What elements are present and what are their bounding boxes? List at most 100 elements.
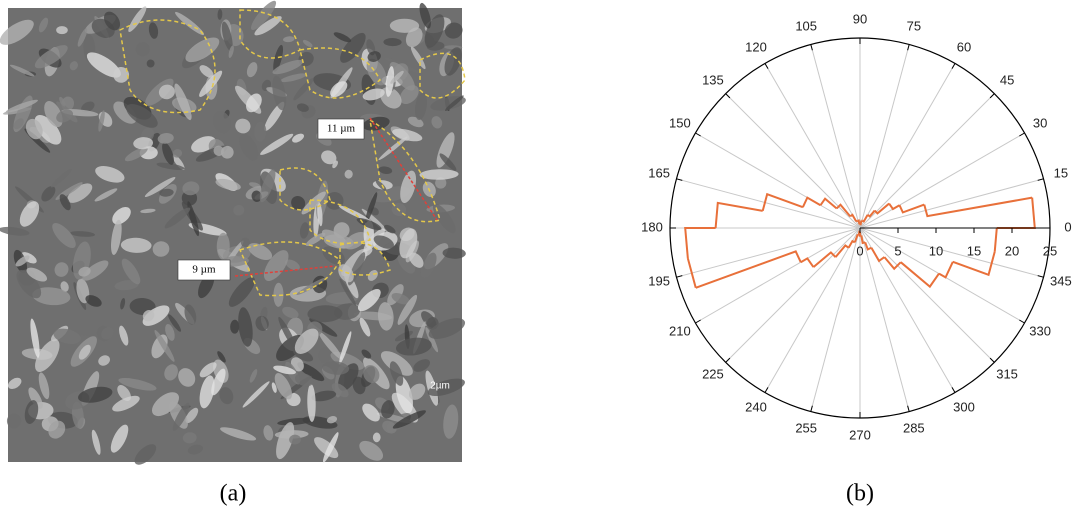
texture-flake	[356, 218, 382, 231]
theta-tick-label: 300	[953, 400, 975, 415]
rose-segment	[993, 227, 998, 252]
theta-tick	[725, 93, 731, 99]
theta-tick-label: 330	[1029, 323, 1051, 338]
rose-segment	[900, 261, 940, 289]
rose-segment	[686, 258, 697, 289]
texture-flake	[182, 181, 200, 196]
theta-tick	[907, 44, 910, 51]
texture-flake	[184, 304, 197, 325]
texture-flake	[282, 36, 295, 43]
rose-segment	[898, 203, 925, 214]
theta-tick	[951, 387, 956, 393]
theta-tick-label: 165	[648, 166, 670, 181]
texture-flake	[172, 154, 185, 170]
texture-flake	[367, 270, 378, 281]
texture-flake	[419, 2, 431, 29]
spoke-grid-line	[859, 132, 1025, 229]
texture-flake	[187, 444, 204, 455]
texture-flake	[215, 178, 241, 191]
r-tick-label: 10	[929, 243, 943, 258]
theta-tick-label: 15	[1054, 166, 1068, 181]
texture-flake	[331, 383, 349, 398]
texture-flake	[126, 104, 158, 128]
rose-segment	[847, 239, 856, 249]
theta-tick-label: 30	[1033, 115, 1047, 130]
texture-flake	[165, 323, 175, 341]
spoke-grid-line	[676, 178, 861, 229]
texture-flake	[249, 369, 258, 383]
texture-flake	[240, 237, 251, 248]
texture-flake	[305, 232, 326, 247]
measure-arrow	[234, 265, 336, 277]
texture-flake	[34, 114, 62, 145]
theta-tick-label: 225	[702, 367, 724, 382]
texture-flake	[299, 222, 309, 239]
texture-flake	[378, 166, 393, 174]
texture-flake	[60, 281, 69, 292]
texture-flake	[238, 307, 253, 347]
texture-flake	[156, 162, 185, 170]
rose-segment	[761, 192, 804, 212]
texture-flake	[24, 400, 39, 424]
texture-flake	[442, 247, 466, 259]
texture-flake	[340, 32, 366, 63]
texture-flake	[6, 413, 22, 429]
texture-flake	[38, 17, 49, 33]
texture-flake	[26, 267, 48, 282]
texture-flake	[34, 45, 68, 69]
rose-segment	[695, 250, 802, 289]
spoke-grid-line	[695, 227, 861, 324]
texture-flake	[427, 378, 465, 397]
texture-flake	[254, 121, 267, 142]
texture-flake	[251, 0, 277, 31]
texture-flake	[25, 118, 43, 140]
texture-flake	[101, 327, 114, 340]
texture-flake	[113, 101, 137, 124]
texture-flake	[361, 349, 372, 359]
texture-flake	[382, 420, 397, 434]
scale-bar-label: 2µm	[430, 381, 450, 392]
texture-flake	[164, 364, 178, 381]
rose-segment	[801, 196, 822, 208]
measure-label: 9 µm	[192, 264, 216, 276]
r-tick-label: 20	[1005, 243, 1019, 258]
texture-flake	[366, 39, 376, 56]
texture-flake	[363, 365, 380, 384]
texture-flake	[435, 177, 447, 189]
texture-flake	[78, 266, 91, 277]
spoke-grid-line	[859, 227, 995, 363]
texture-flake	[260, 133, 294, 155]
theta-tick	[1037, 275, 1044, 278]
texture-flake	[378, 136, 408, 161]
texture-flake	[86, 52, 121, 78]
texture-flake	[77, 386, 113, 403]
spoke-grid-line	[859, 63, 956, 229]
texture-flake	[318, 347, 332, 364]
caption: (b)	[846, 481, 874, 507]
texture-flake	[271, 382, 277, 393]
texture-flake	[5, 99, 38, 113]
theta-tick	[1019, 319, 1025, 324]
texture-flake	[175, 11, 205, 36]
texture-flake	[7, 377, 22, 390]
texture-flake	[291, 195, 306, 211]
label-box	[317, 118, 365, 140]
rose-segment	[819, 197, 838, 210]
theta-tick-label: 195	[648, 273, 670, 288]
r-tick-label: 15	[967, 243, 981, 258]
texture-flake	[400, 170, 417, 204]
rose-segment	[684, 227, 716, 259]
spoke-grid-line	[859, 227, 910, 412]
texture-flake	[220, 145, 234, 159]
measure-arrow	[369, 117, 438, 221]
texture-flake	[294, 373, 314, 387]
texture-flake	[366, 58, 387, 86]
texture-flake	[367, 51, 381, 62]
spoke-grid-line	[764, 227, 861, 393]
texture-flake	[274, 373, 293, 400]
theta-tick	[989, 357, 995, 363]
theta-tick-label: 270	[849, 427, 871, 442]
spoke-grid-line	[810, 44, 861, 229]
texture-flake	[338, 264, 354, 283]
theta-tick-label: 345	[1050, 273, 1072, 288]
